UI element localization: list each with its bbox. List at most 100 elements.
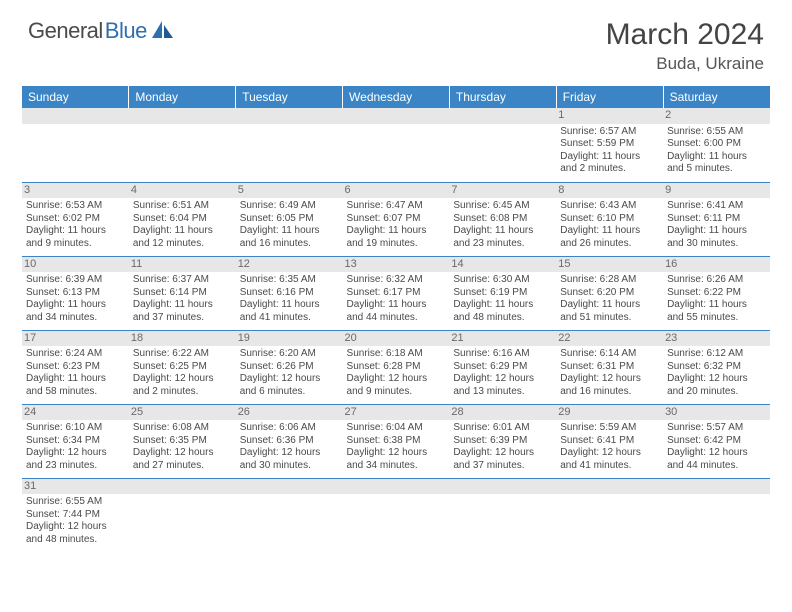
day-day1: Daylight: 12 hours	[667, 373, 766, 386]
day-sunrise: Sunrise: 6:35 AM	[240, 274, 339, 287]
day-day2: and 6 minutes.	[240, 386, 339, 399]
day-day2: and 30 minutes.	[240, 460, 339, 473]
day-sunset: Sunset: 6:05 PM	[240, 213, 339, 226]
day-day1: Daylight: 12 hours	[560, 447, 659, 460]
day-sunrise: Sunrise: 6:57 AM	[560, 126, 659, 139]
day-sunset: Sunset: 6:07 PM	[347, 213, 446, 226]
calendar-cell: 13Sunrise: 6:32 AMSunset: 6:17 PMDayligh…	[343, 256, 450, 330]
calendar-cell	[343, 108, 450, 182]
day-sunrise: Sunrise: 6:14 AM	[560, 348, 659, 361]
day-sunrise: Sunrise: 5:59 AM	[560, 422, 659, 435]
day-day2: and 37 minutes.	[453, 460, 552, 473]
day-number: 14	[449, 257, 556, 273]
day-day2: and 26 minutes.	[560, 238, 659, 251]
calendar-cell: 4Sunrise: 6:51 AMSunset: 6:04 PMDaylight…	[129, 182, 236, 256]
day-sunset: Sunset: 7:44 PM	[26, 509, 125, 522]
calendar-cell	[22, 108, 129, 182]
day-day2: and 2 minutes.	[133, 386, 232, 399]
day-day1: Daylight: 11 hours	[560, 225, 659, 238]
day-sunset: Sunset: 6:23 PM	[26, 361, 125, 374]
day-day1: Daylight: 11 hours	[133, 225, 232, 238]
day-sunrise: Sunrise: 6:43 AM	[560, 200, 659, 213]
day-number: 1	[556, 108, 663, 124]
day-day1: Daylight: 11 hours	[667, 299, 766, 312]
day-sunset: Sunset: 6:04 PM	[133, 213, 232, 226]
calendar-cell: 12Sunrise: 6:35 AMSunset: 6:16 PMDayligh…	[236, 256, 343, 330]
calendar-cell: 27Sunrise: 6:04 AMSunset: 6:38 PMDayligh…	[343, 404, 450, 478]
calendar-cell: 26Sunrise: 6:06 AMSunset: 6:36 PMDayligh…	[236, 404, 343, 478]
day-day2: and 23 minutes.	[453, 238, 552, 251]
calendar-cell	[129, 478, 236, 552]
calendar-cell: 23Sunrise: 6:12 AMSunset: 6:32 PMDayligh…	[663, 330, 770, 404]
day-number: 12	[236, 257, 343, 273]
calendar-cell: 8Sunrise: 6:43 AMSunset: 6:10 PMDaylight…	[556, 182, 663, 256]
day-day2: and 19 minutes.	[347, 238, 446, 251]
day-sunrise: Sunrise: 6:01 AM	[453, 422, 552, 435]
day-sunrise: Sunrise: 6:37 AM	[133, 274, 232, 287]
day-number: 23	[663, 331, 770, 347]
calendar-cell: 11Sunrise: 6:37 AMSunset: 6:14 PMDayligh…	[129, 256, 236, 330]
day-sunrise: Sunrise: 6:47 AM	[347, 200, 446, 213]
day-sunset: Sunset: 6:36 PM	[240, 435, 339, 448]
day-sunrise: Sunrise: 6:30 AM	[453, 274, 552, 287]
calendar-cell: 25Sunrise: 6:08 AMSunset: 6:35 PMDayligh…	[129, 404, 236, 478]
day-number-empty	[129, 479, 236, 495]
day-sunset: Sunset: 6:19 PM	[453, 287, 552, 300]
day-day1: Daylight: 12 hours	[133, 373, 232, 386]
day-sunset: Sunset: 6:14 PM	[133, 287, 232, 300]
day-day1: Daylight: 11 hours	[26, 225, 125, 238]
day-day1: Daylight: 11 hours	[453, 225, 552, 238]
day-day2: and 27 minutes.	[133, 460, 232, 473]
calendar-cell: 30Sunrise: 5:57 AMSunset: 6:42 PMDayligh…	[663, 404, 770, 478]
day-day2: and 13 minutes.	[453, 386, 552, 399]
day-day1: Daylight: 12 hours	[560, 373, 659, 386]
day-day1: Daylight: 12 hours	[240, 373, 339, 386]
day-sunset: Sunset: 5:59 PM	[560, 138, 659, 151]
day-sunrise: Sunrise: 6:28 AM	[560, 274, 659, 287]
day-sunset: Sunset: 6:10 PM	[560, 213, 659, 226]
calendar-cell	[343, 478, 450, 552]
day-day1: Daylight: 11 hours	[240, 299, 339, 312]
dow-header: Wednesday	[343, 86, 450, 108]
day-sunset: Sunset: 6:22 PM	[667, 287, 766, 300]
day-sunset: Sunset: 6:35 PM	[133, 435, 232, 448]
day-day2: and 34 minutes.	[26, 312, 125, 325]
day-number: 30	[663, 405, 770, 421]
day-day2: and 30 minutes.	[667, 238, 766, 251]
day-number-empty	[663, 479, 770, 495]
day-sunrise: Sunrise: 6:06 AM	[240, 422, 339, 435]
day-number: 5	[236, 183, 343, 199]
dow-header: Friday	[556, 86, 663, 108]
day-number: 11	[129, 257, 236, 273]
day-day1: Daylight: 12 hours	[133, 447, 232, 460]
day-sunrise: Sunrise: 6:55 AM	[667, 126, 766, 139]
day-sunset: Sunset: 6:00 PM	[667, 138, 766, 151]
calendar-cell: 9Sunrise: 6:41 AMSunset: 6:11 PMDaylight…	[663, 182, 770, 256]
day-day1: Daylight: 12 hours	[347, 447, 446, 460]
day-day2: and 41 minutes.	[560, 460, 659, 473]
dow-header: Sunday	[22, 86, 129, 108]
day-sunset: Sunset: 6:25 PM	[133, 361, 232, 374]
calendar-cell: 14Sunrise: 6:30 AMSunset: 6:19 PMDayligh…	[449, 256, 556, 330]
day-day2: and 9 minutes.	[347, 386, 446, 399]
day-sunset: Sunset: 6:20 PM	[560, 287, 659, 300]
header: General Blue March 2024 Buda, Ukraine	[0, 0, 792, 82]
calendar-cell: 3Sunrise: 6:53 AMSunset: 6:02 PMDaylight…	[22, 182, 129, 256]
day-day1: Daylight: 12 hours	[453, 447, 552, 460]
calendar-cell: 28Sunrise: 6:01 AMSunset: 6:39 PMDayligh…	[449, 404, 556, 478]
day-day2: and 34 minutes.	[347, 460, 446, 473]
day-number-empty	[556, 479, 663, 495]
day-day1: Daylight: 12 hours	[26, 447, 125, 460]
day-day1: Daylight: 11 hours	[26, 299, 125, 312]
day-sunrise: Sunrise: 6:49 AM	[240, 200, 339, 213]
calendar-cell: 15Sunrise: 6:28 AMSunset: 6:20 PMDayligh…	[556, 256, 663, 330]
day-sunset: Sunset: 6:31 PM	[560, 361, 659, 374]
calendar-cell	[236, 478, 343, 552]
day-sunrise: Sunrise: 6:16 AM	[453, 348, 552, 361]
day-sunrise: Sunrise: 6:41 AM	[667, 200, 766, 213]
calendar-cell: 19Sunrise: 6:20 AMSunset: 6:26 PMDayligh…	[236, 330, 343, 404]
day-day2: and 12 minutes.	[133, 238, 232, 251]
calendar-cell: 7Sunrise: 6:45 AMSunset: 6:08 PMDaylight…	[449, 182, 556, 256]
day-number-empty	[22, 108, 129, 124]
day-number: 3	[22, 183, 129, 199]
